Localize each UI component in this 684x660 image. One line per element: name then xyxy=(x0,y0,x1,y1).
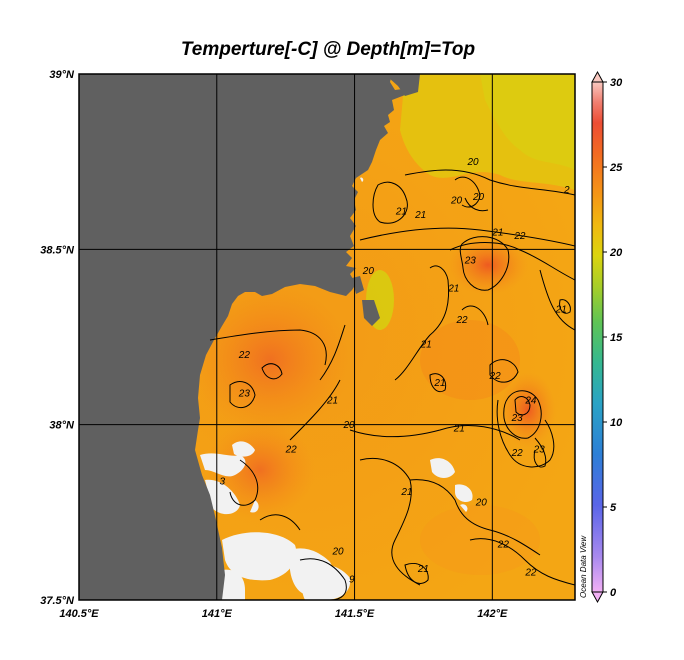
colorbar-tick-label: 30 xyxy=(610,77,623,89)
contour-value-label: 22 xyxy=(455,315,468,326)
plot-frame xyxy=(78,73,576,601)
contour-value-label: 20 xyxy=(475,497,488,508)
longitude-tick-label: 141°E xyxy=(202,608,233,620)
contour-value-label: 23 xyxy=(238,389,251,400)
contour-value-label: 21 xyxy=(326,396,338,407)
contour-value-label: 23 xyxy=(464,255,477,266)
contour-value-label: 22 xyxy=(511,448,524,459)
land-islet xyxy=(362,300,380,326)
colorbar-tick-label: 0 xyxy=(610,587,617,599)
map-title: Temperture[-C] @ Depth[m]=Top xyxy=(181,39,475,60)
contour-value-label: 21 xyxy=(491,227,503,238)
contour-value-label: 20 xyxy=(362,266,375,277)
colorbar-bottom-arrow xyxy=(591,591,604,604)
contour-value-label: 21 xyxy=(395,206,407,217)
contour-value-label: 22 xyxy=(513,231,526,242)
contour-value-label: 21 xyxy=(433,378,445,389)
latitude-tick-label: 39°N xyxy=(49,69,75,81)
contour-value-label: 20 xyxy=(472,192,485,203)
ocean-data-view-credit: Ocean Data View xyxy=(579,535,588,598)
warm-south-patch xyxy=(420,505,540,575)
longitude-axis: 140.5°E 141°E 141.5°E 142°E xyxy=(59,608,508,620)
land-islet-3 xyxy=(384,74,420,96)
contour-value-label: 3 xyxy=(220,476,226,487)
contour-value-label: 22 xyxy=(524,567,537,578)
longitude-tick-label: 140.5°E xyxy=(59,608,99,620)
contour-value-label: 21 xyxy=(555,304,567,315)
latitude-tick-label: 38.5°N xyxy=(40,244,75,256)
colorbar-scale xyxy=(592,82,603,592)
warm-core-north xyxy=(448,235,528,295)
contour-value-label: 22 xyxy=(285,445,298,456)
contour-value-label: 21 xyxy=(417,564,429,575)
latitude-tick-label: 38°N xyxy=(49,420,75,432)
latitude-tick-label: 37.5°N xyxy=(40,595,75,607)
colorbar-tick-label: 10 xyxy=(610,417,623,429)
contour-value-label: 20 xyxy=(331,546,344,557)
contour-value-label: 21 xyxy=(414,210,426,221)
longitude-tick-label: 141.5°E xyxy=(335,608,375,620)
contour-value-label: 22 xyxy=(238,350,251,361)
latitude-axis: 39°N 38.5°N 38°N 37.5°N xyxy=(40,69,75,607)
colorbar-tick-label: 15 xyxy=(610,332,623,344)
colorbar-tick-label: 5 xyxy=(610,502,617,514)
contour-value-label: 20 xyxy=(466,157,479,168)
contour-value-label: 20 xyxy=(450,196,463,207)
warm-core-east xyxy=(500,372,556,448)
isotherm-contours xyxy=(209,169,575,600)
colorbar: 30 25 20 15 10 5 0 xyxy=(591,70,623,604)
colorbar-top-arrow xyxy=(591,70,604,83)
colorbar-tick-label: 25 xyxy=(609,162,623,174)
contour-value-label: 21 xyxy=(400,487,412,498)
contour-value-label: 23 xyxy=(533,445,546,456)
contour-value-label: 21 xyxy=(447,283,459,294)
contour-value-label: 24 xyxy=(524,396,537,407)
cool-water-region-2 xyxy=(480,74,575,170)
contour-value-label: 22 xyxy=(497,539,510,550)
contour-value-label: 20 xyxy=(342,420,355,431)
contour-value-label: 22 xyxy=(489,371,502,382)
land-mass xyxy=(79,74,410,600)
contour-value-label: 2 xyxy=(563,185,570,196)
contour-value-label: 21 xyxy=(420,340,432,351)
longitude-tick-label: 142°E xyxy=(477,608,508,620)
contour-value-label: 21 xyxy=(453,424,465,435)
contour-value-label: 23 xyxy=(511,413,524,424)
colorbar-ticks: 30 25 20 15 10 5 0 xyxy=(603,77,623,599)
contour-value-label: 9 xyxy=(349,574,355,585)
colorbar-tick-label: 20 xyxy=(609,247,623,259)
graticule xyxy=(79,74,575,600)
